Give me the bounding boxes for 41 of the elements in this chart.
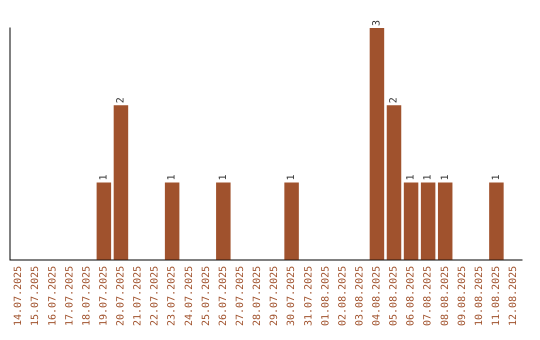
- x-tick-label: 07.08.2025: [422, 266, 434, 326]
- data-label: 1: [440, 174, 451, 181]
- data-label: 1: [218, 174, 229, 181]
- x-tick-label: 28.07.2025: [252, 266, 264, 326]
- x-tick-label: 04.08.2025: [372, 266, 383, 326]
- data-label: 1: [286, 174, 298, 181]
- x-tick-label: 23.07.2025: [166, 266, 178, 326]
- x-tick-label: 08.08.2025: [440, 266, 451, 326]
- data-label: 1: [98, 174, 110, 181]
- x-tick-label: 02.08.2025: [337, 266, 348, 326]
- x-tick-label: 03.08.2025: [354, 266, 366, 326]
- data-label: 1: [166, 174, 178, 181]
- x-tick-label: 20.07.2025: [116, 266, 127, 326]
- x-tick-label: 14.07.2025: [13, 266, 24, 326]
- data-label: 1: [422, 174, 434, 181]
- x-tick-label: 01.08.2025: [320, 266, 332, 326]
- x-tick-label: 12.08.2025: [508, 266, 520, 326]
- x-tick-label: 24.07.2025: [184, 266, 195, 326]
- data-label: 1: [490, 174, 502, 181]
- x-tick-label: 25.07.2025: [200, 266, 212, 326]
- x-tick-label: 09.08.2025: [456, 266, 468, 326]
- x-tick-label: 22.07.2025: [150, 266, 161, 326]
- x-tick-label: 31.07.2025: [303, 266, 314, 326]
- x-tick-label: 06.08.2025: [406, 266, 417, 326]
- x-tick-label: 18.07.2025: [81, 266, 92, 326]
- x-tick-label: 27.07.2025: [234, 266, 246, 326]
- x-tick-label: 15.07.2025: [30, 266, 42, 326]
- x-tick-label: 19.07.2025: [98, 266, 110, 326]
- x-tick-label: 29.07.2025: [269, 266, 280, 326]
- x-tick-label: 17.07.2025: [64, 266, 76, 326]
- data-label: 3: [372, 20, 383, 26]
- x-tick-label: 21.07.2025: [132, 266, 144, 326]
- x-tick-label: 05.08.2025: [388, 266, 400, 326]
- x-tick-label: 30.07.2025: [286, 266, 298, 326]
- data-label: 2: [388, 97, 400, 104]
- x-tick-label: 16.07.2025: [47, 266, 58, 326]
- x-tick-label: 10.08.2025: [474, 266, 485, 326]
- data-label: 1: [406, 174, 417, 181]
- x-tick-label: 11.08.2025: [490, 266, 502, 326]
- data-label: 2: [116, 97, 127, 104]
- x-tick-label: 26.07.2025: [218, 266, 229, 326]
